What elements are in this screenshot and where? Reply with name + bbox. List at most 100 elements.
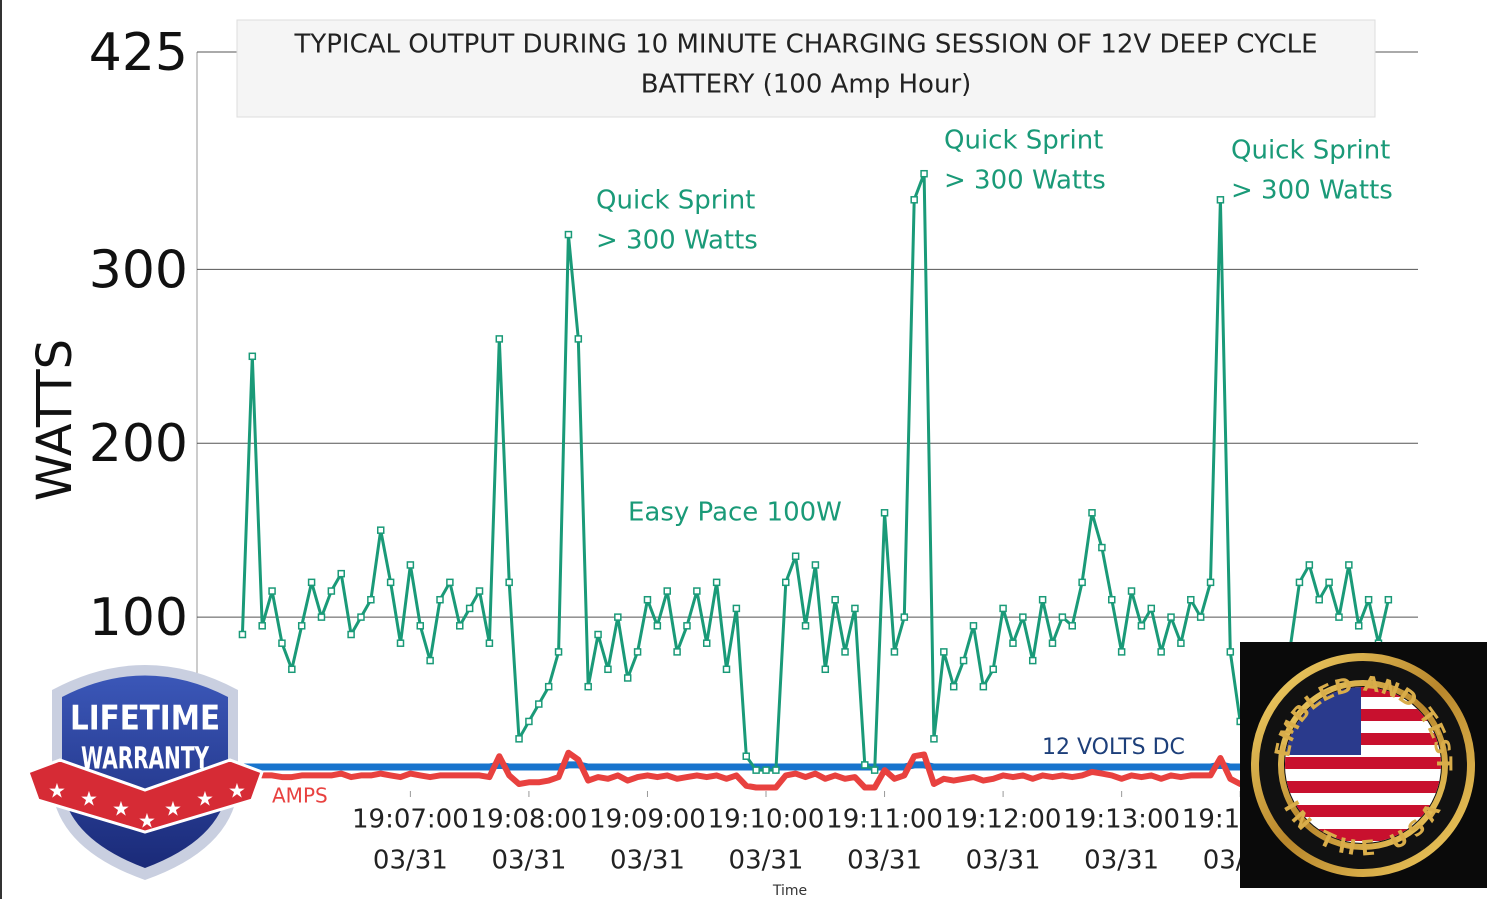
point-marker [633,648,642,656]
point-marker [663,587,671,595]
point-marker [702,639,711,647]
series-label: 12 VOLTS DC [1042,735,1185,760]
annotation: Quick Sprint [944,126,1103,156]
point-marker [535,700,543,708]
flag [1285,687,1441,843]
point-marker [940,648,948,656]
annotation: > 300 Watts [944,166,1106,196]
svg-text:★: ★ [48,779,66,803]
point-marker [811,561,820,569]
point-marker [979,682,988,691]
point-marker [475,587,484,595]
point-marker [623,674,632,682]
x-tick-label: 03/31 [966,846,1041,876]
point-marker [1335,613,1343,621]
point-marker [959,656,968,665]
point-marker [1078,578,1086,587]
annotation: > 300 Watts [1231,176,1393,206]
point-marker [1157,648,1165,656]
seal-ring [1278,680,1448,850]
point-marker [910,196,918,204]
svg-text:★: ★ [196,787,214,811]
point-marker [920,169,928,178]
point-marker [495,335,504,343]
point-marker [1088,509,1096,517]
point-marker [791,552,800,561]
x-tick-label: 19:11:00 [826,805,943,835]
point-marker [416,622,425,630]
point-marker [890,648,899,656]
y-axis-label: WATTS [27,339,83,501]
x-tick-label: 03/31 [847,846,922,876]
point-marker [1127,587,1136,595]
chart-title: BATTERY (100 Amp Hour) [641,70,972,100]
point-marker [1137,622,1146,630]
point-marker [643,595,652,604]
x-tick-label: 19:08:00 [471,805,588,835]
point-marker [1206,578,1215,587]
svg-text:★: ★ [228,779,246,803]
point-marker [1147,604,1156,613]
series-line [240,749,1389,791]
point-marker [258,622,266,630]
badge-text: LIFETIME [70,699,220,739]
point-marker [278,639,286,647]
series-line [242,761,1389,771]
point-marker [544,682,553,691]
annotation: Quick Sprint [596,186,755,216]
point-marker [1315,595,1323,604]
point-marker [396,639,405,647]
point-marker [1058,613,1067,621]
point-marker [1364,595,1373,604]
point-marker [989,665,997,674]
point-marker [376,526,385,534]
svg-text:★: ★ [164,797,182,821]
plot: 100 200 300 425 19:07:00 03/31 19:08:00 03/31 19… [89,23,1418,876]
x-tick-label: 03/31 [1084,846,1159,876]
point-marker [1196,613,1205,621]
point-marker [337,569,345,578]
x-axis-label: Time [772,883,807,899]
point-marker [1384,595,1393,604]
point-marker [821,665,830,674]
point-marker [574,335,583,343]
point-marker [268,587,276,595]
point-marker [969,622,978,630]
y-tick-label: 100 [89,588,188,648]
point-marker [693,587,701,595]
point-marker [742,752,751,760]
point-marker [1048,639,1057,647]
x-tick-label: 19:07:00 [352,805,469,835]
svg-text:★: ★ [112,797,130,821]
x-tick-label: 19:13:00 [1063,805,1180,835]
point-marker [831,595,839,604]
point-marker [614,613,622,621]
x-tick-label: 19:12:00 [945,805,1062,835]
point-marker [930,735,938,743]
point-marker [485,639,494,647]
warranty-badge: LIFETIME WARRANTY ★ ★ ★ ★ ★ ★ ★ [26,665,264,880]
title-box [236,19,1376,118]
point-marker [525,717,533,726]
annotation: > 300 Watts [596,226,758,256]
point-marker [722,665,731,674]
point-marker [1009,639,1017,647]
point-marker [1305,561,1314,569]
y-tick-label: 425 [89,23,188,83]
x-tick-label: 03/31 [610,846,685,876]
point-marker [317,613,326,621]
svg-text:★: ★ [80,787,98,811]
point-marker [683,622,691,630]
point-marker [406,561,415,569]
annotation: Quick Sprint [1231,136,1390,166]
y-tick-label: 300 [89,240,188,300]
point-marker [604,665,612,674]
point-marker [1019,613,1027,621]
point-marker [554,648,563,656]
point-marker [584,682,592,691]
point-marker [327,587,336,595]
point-marker [386,578,395,587]
point-marker [861,761,869,769]
point-marker [841,648,849,656]
x-tick-label: 19:10:00 [708,805,825,835]
